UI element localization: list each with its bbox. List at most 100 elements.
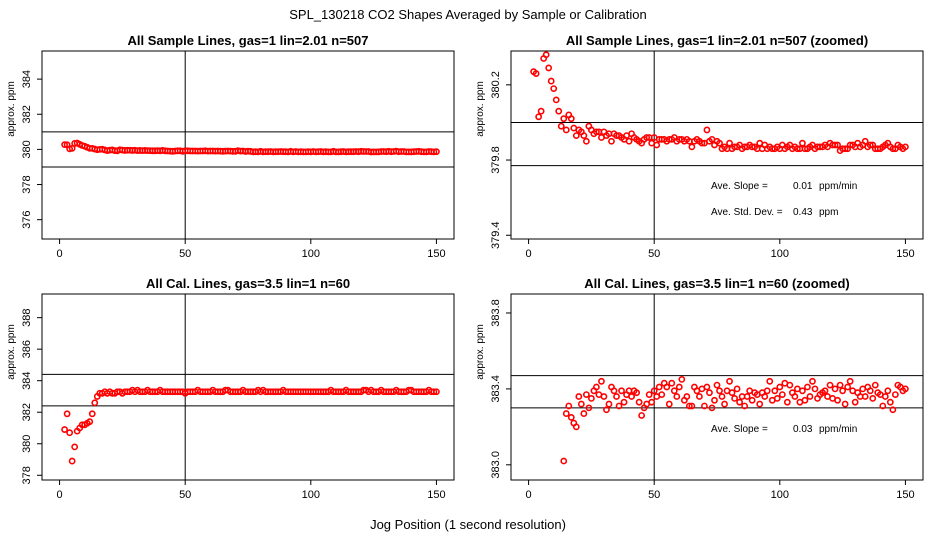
data-point	[801, 396, 809, 404]
data-point	[665, 400, 673, 408]
data-point	[580, 410, 588, 417]
data-point	[726, 139, 733, 147]
annotation-unit: ppm/min	[819, 424, 857, 435]
data-point	[763, 387, 771, 395]
data-points	[560, 376, 909, 465]
data-point	[555, 107, 563, 115]
data-point	[778, 391, 786, 398]
data-point	[663, 383, 671, 391]
data-point	[731, 394, 738, 402]
data-point	[804, 383, 811, 391]
data-point	[552, 96, 560, 104]
panel-title: All Cal. Lines, gas=3.5 lin=1 n=60 (zoom…	[584, 276, 850, 291]
x-tick-label: 150	[427, 489, 445, 501]
x-tick-label: 100	[771, 248, 789, 260]
data-point	[61, 426, 69, 433]
data-point	[773, 394, 781, 402]
data-point	[685, 402, 693, 410]
data-point	[618, 387, 625, 395]
data-point	[628, 393, 635, 400]
figure-x-label: Jog Position (1 second resolution)	[370, 517, 566, 532]
data-point	[678, 376, 686, 383]
data-point	[703, 126, 711, 134]
y-axis-label: approx. ppm	[6, 81, 17, 137]
data-point	[793, 145, 801, 153]
plot-frame	[41, 50, 455, 240]
data-point	[891, 391, 899, 398]
data-point	[68, 144, 76, 152]
data-point	[430, 388, 438, 396]
y-tick-label: 379.8	[490, 146, 502, 174]
data-point	[748, 396, 756, 404]
data-point	[786, 381, 794, 389]
data-point	[633, 389, 641, 397]
data-point	[71, 443, 79, 451]
data-point	[610, 387, 618, 395]
data-point	[560, 115, 568, 123]
data-point	[851, 398, 859, 406]
data-point	[648, 398, 656, 406]
data-point	[433, 388, 440, 396]
panel-cal-lines: All Cal. Lines, gas=3.5 lin=1 n=60 0 50 100…	[6, 276, 455, 501]
y-tick-label: 378	[21, 175, 33, 193]
annotation-value: 0.03	[793, 424, 813, 435]
data-point	[711, 396, 718, 404]
data-point	[811, 385, 819, 393]
data-point	[698, 139, 706, 147]
data-point	[841, 400, 849, 408]
y-axis-label: approx. ppm	[6, 324, 17, 380]
y-tick-label: 378	[21, 466, 33, 484]
annotation-unit: ppm/min	[819, 181, 857, 192]
data-point	[620, 398, 628, 406]
annotation-label: Ave. Slope =	[711, 181, 768, 192]
data-point	[701, 402, 708, 410]
annotation-unit: ppm	[819, 207, 838, 218]
data-point	[613, 393, 620, 400]
data-point	[741, 402, 749, 410]
data-point	[703, 383, 711, 391]
data-point	[675, 383, 683, 391]
data-point	[831, 385, 839, 393]
x-tick-label: 150	[427, 248, 445, 260]
data-points	[61, 139, 440, 156]
data-point	[743, 393, 751, 400]
data-point	[846, 377, 854, 385]
data-point	[696, 393, 703, 400]
panel-cal-lines-zoomed: All Cal. Lines, gas=3.5 lin=1 n=60 (zoom…	[475, 276, 924, 501]
data-point	[776, 383, 784, 391]
data-point	[721, 400, 728, 408]
data-point	[761, 393, 769, 400]
x-tick-label: 100	[302, 248, 320, 260]
data-point	[598, 377, 605, 385]
data-point	[638, 412, 646, 419]
y-tick-label: 384	[21, 372, 33, 390]
y-tick-label: 383.0	[490, 451, 502, 479]
data-point	[834, 141, 841, 149]
data-point	[577, 400, 585, 408]
data-point	[688, 143, 696, 151]
data-point	[582, 137, 590, 145]
data-point	[841, 145, 849, 153]
data-point	[575, 393, 583, 400]
data-point	[585, 404, 593, 412]
data-point	[61, 141, 69, 149]
y-tick-label: 383.4	[490, 375, 502, 403]
data-point	[593, 383, 600, 391]
data-point	[713, 381, 721, 389]
y-tick-label: 388	[21, 308, 33, 326]
data-point	[821, 387, 829, 395]
data-point	[600, 393, 608, 400]
data-point	[716, 387, 723, 395]
data-point	[881, 393, 889, 400]
data-point	[866, 387, 874, 395]
data-point	[861, 393, 869, 400]
figure-title: SPL_130218 CO2 Shapes Averaged by Sample…	[289, 7, 647, 22]
data-point	[869, 394, 877, 402]
y-axis-label: approx. ppm	[475, 81, 486, 137]
data-point	[547, 77, 555, 85]
data-point	[645, 391, 653, 398]
data-point	[615, 402, 623, 410]
data-point	[562, 126, 570, 134]
data-point	[866, 141, 874, 149]
